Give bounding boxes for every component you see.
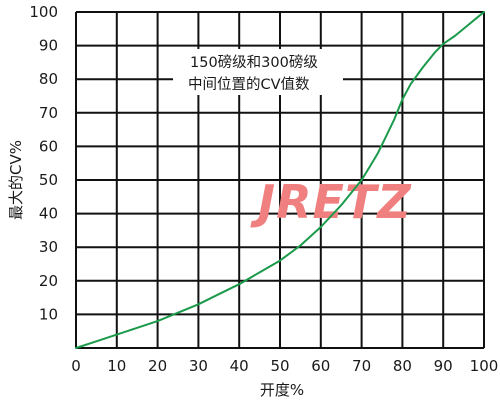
series-line	[75, 11, 485, 349]
x-tick-label: 10	[107, 357, 126, 375]
annotation-line-1: 150磅级和300磅级	[190, 54, 318, 71]
x-tick-labels: 0 10 20 30 40 50 60 70 80 90 100	[71, 357, 498, 375]
annotation-box	[173, 49, 343, 95]
x-tick-label: 70	[352, 357, 371, 375]
x-tick-label: 40	[230, 357, 249, 375]
series-layer	[75, 11, 485, 349]
annotation-line-2: 中间位置的CV值数	[188, 76, 310, 93]
y-axis-title: 最大的CV%	[7, 140, 25, 220]
x-axis-title: 开度%	[260, 381, 304, 399]
y-tick-label: 20	[39, 272, 58, 290]
x-tick-label: 90	[434, 357, 453, 375]
y-tick-label: 50	[39, 171, 58, 189]
y-tick-label: 30	[39, 238, 58, 256]
y-tick-label: 60	[39, 137, 58, 155]
y-tick-label: 10	[39, 305, 58, 323]
y-tick-label: 70	[39, 104, 58, 122]
x-tick-label: 60	[311, 357, 330, 375]
x-tick-label: 80	[393, 357, 412, 375]
x-tick-label: 100	[470, 357, 499, 375]
x-tick-label: 0	[71, 357, 81, 375]
y-tick-label: 90	[39, 37, 58, 55]
y-tick-labels: 10 20 30 40 50 60 70 80 90 100	[29, 3, 58, 323]
x-tick-label: 20	[148, 357, 167, 375]
retz-watermark: JRETZ	[250, 175, 412, 229]
x-tick-label: 30	[189, 357, 208, 375]
y-tick-label: 40	[39, 205, 58, 223]
y-tick-label: 80	[39, 70, 58, 88]
y-tick-label: 100	[29, 3, 58, 21]
x-tick-label: 50	[270, 357, 289, 375]
